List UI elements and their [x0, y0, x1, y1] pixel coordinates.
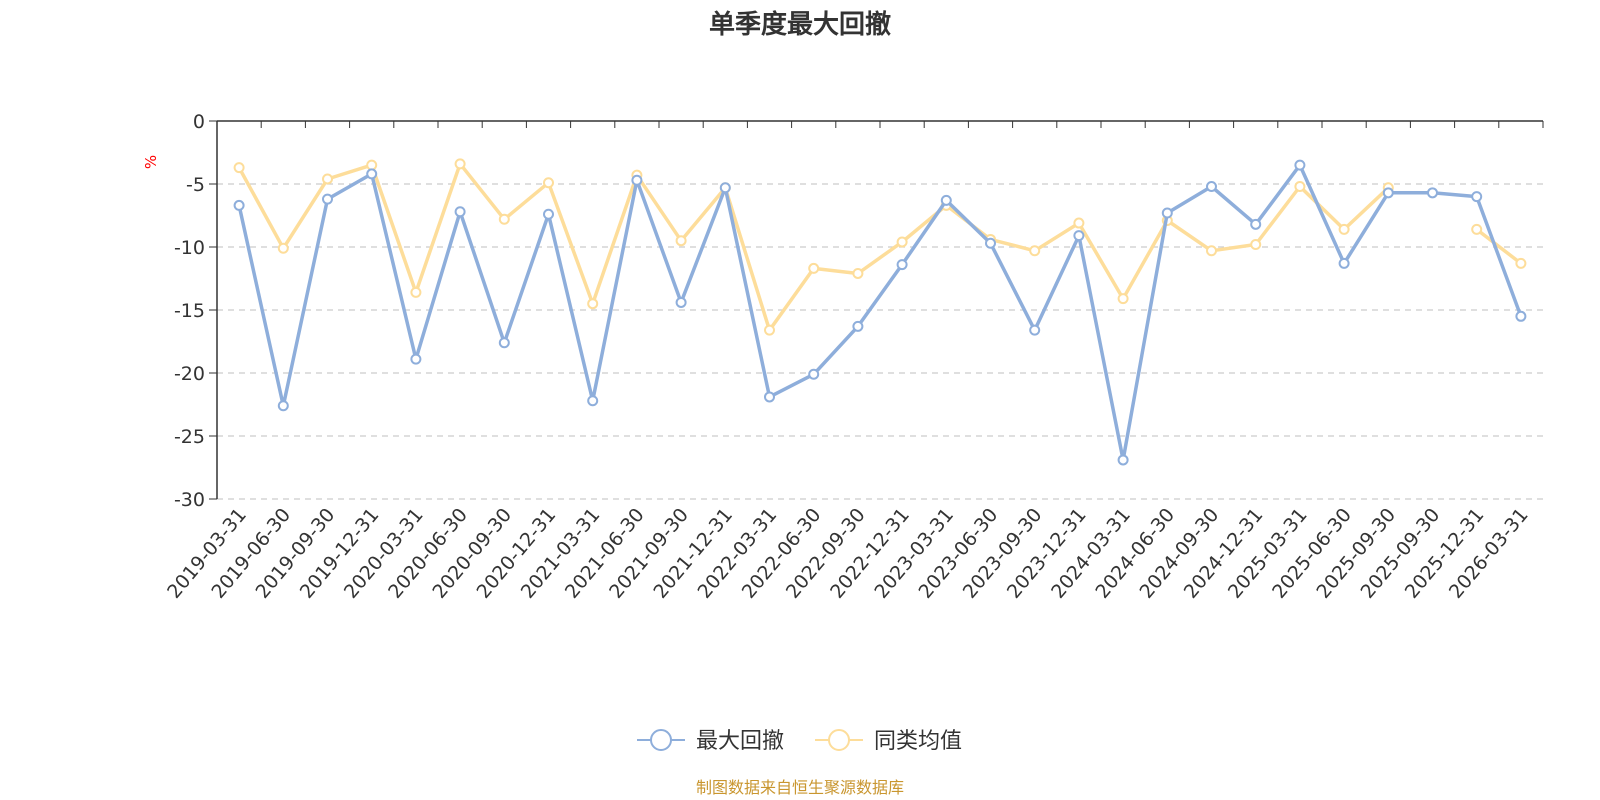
data-point — [454, 206, 466, 218]
data-source-note: 制图数据来自恒生聚源数据库 — [696, 778, 904, 797]
data-point — [1161, 207, 1173, 219]
data-point — [410, 353, 422, 365]
data-point — [1515, 310, 1527, 322]
data-point — [631, 174, 643, 186]
data-point — [940, 194, 952, 206]
data-point — [498, 337, 510, 349]
data-point — [1338, 223, 1350, 235]
series-lines — [233, 158, 1527, 466]
data-point — [543, 177, 554, 189]
series-line — [237, 163, 1523, 462]
data-point — [233, 199, 245, 211]
y-tick-label: -5 — [186, 174, 205, 196]
data-point — [322, 193, 333, 205]
legend-label: 最大回撤 — [696, 729, 784, 754]
x-tick-labels: 2019-03-312019-06-302019-09-302019-12-31… — [163, 504, 1533, 603]
data-point — [1073, 217, 1085, 229]
data-point — [410, 286, 422, 298]
data-point — [1029, 245, 1041, 257]
data-point — [1206, 245, 1217, 257]
data-point — [985, 237, 996, 249]
data-point — [896, 259, 908, 271]
data-point — [1515, 257, 1527, 269]
data-point — [852, 320, 864, 332]
data-point — [675, 296, 687, 308]
data-point — [808, 262, 820, 274]
data-point — [1427, 187, 1438, 199]
data-point — [587, 395, 599, 407]
legend[interactable]: 最大回撤 同类均值 — [637, 729, 962, 754]
data-point — [322, 173, 333, 185]
legend-swatch-marker — [650, 729, 672, 751]
series-peer-average — [233, 158, 1527, 336]
data-point — [1294, 181, 1306, 193]
data-point — [1029, 324, 1041, 336]
legend-item-max-drawdown[interactable]: 最大回撤 — [637, 729, 784, 754]
series-max-drawdown — [233, 159, 1527, 466]
chart-title: 单季度最大回撤 — [709, 9, 891, 40]
data-point — [1073, 230, 1085, 242]
data-point — [1117, 454, 1129, 466]
data-point — [808, 368, 820, 380]
data-point — [277, 400, 289, 412]
data-point — [366, 168, 378, 180]
data-point — [1471, 223, 1483, 235]
y-tick-label: -10 — [174, 237, 205, 259]
data-point — [764, 391, 775, 403]
y-tick-label: 0 — [193, 111, 205, 133]
data-point — [764, 324, 775, 336]
data-point — [233, 162, 245, 174]
y-tick-label: -20 — [174, 363, 205, 385]
data-point — [498, 213, 510, 225]
data-point — [587, 298, 599, 310]
data-point — [1206, 181, 1217, 193]
axes — [209, 120, 1544, 500]
y-tick-label: -30 — [174, 489, 205, 511]
y-tick-label: -25 — [174, 426, 205, 448]
data-point — [543, 208, 554, 220]
data-point — [1294, 159, 1306, 171]
data-point — [1250, 218, 1262, 230]
data-point — [852, 267, 864, 279]
data-point — [1250, 238, 1262, 250]
data-point — [675, 235, 687, 247]
data-point — [277, 242, 289, 254]
data-point — [719, 182, 731, 194]
data-point — [1338, 257, 1350, 269]
data-point — [1382, 187, 1394, 199]
data-point — [454, 158, 466, 170]
data-point — [1471, 191, 1483, 203]
legend-swatch-marker — [828, 729, 850, 751]
y-tick-labels: 0 -5 -10 -15 -20 -25 -30 — [174, 111, 205, 511]
grid-lines — [217, 183, 1543, 500]
legend-item-peer-average[interactable]: 同类均值 — [815, 729, 962, 754]
y-axis-unit-label: % — [142, 155, 160, 169]
data-point — [896, 236, 908, 248]
legend-label: 同类均值 — [874, 729, 962, 754]
data-point — [1117, 293, 1129, 305]
y-tick-label: -15 — [174, 300, 205, 322]
data-point — [366, 159, 378, 171]
